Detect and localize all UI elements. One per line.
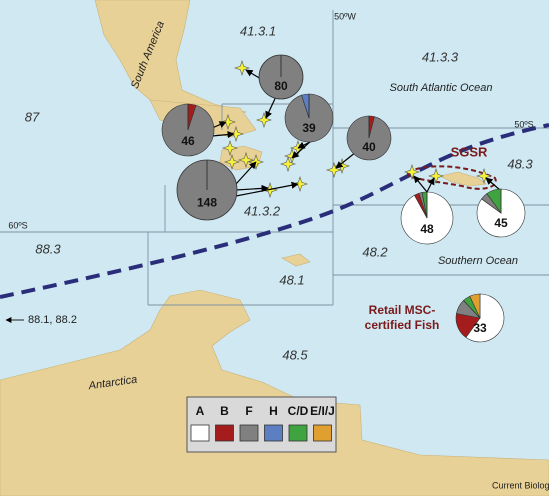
arrow <box>485 177 501 191</box>
arrow <box>413 175 428 193</box>
arrow <box>211 131 235 139</box>
pie-count: 148 <box>197 196 217 210</box>
site-star <box>404 164 420 180</box>
legend-swatch <box>313 424 332 442</box>
pie-count: 39 <box>302 121 316 135</box>
region-label: 87 <box>25 109 40 124</box>
pie-slice <box>161 103 215 157</box>
region-label: 41.3.2 <box>244 203 281 218</box>
site-star <box>238 152 254 168</box>
region-label: 41.3.3 <box>422 49 459 64</box>
place-label: South Atlantic Ocean <box>390 82 493 94</box>
pie-count: 46 <box>181 134 195 148</box>
region-label: 48.5 <box>282 347 308 362</box>
legend-label: A <box>196 404 205 418</box>
site-star <box>256 112 272 128</box>
arrow <box>235 161 257 185</box>
pie-count: 40 <box>362 140 376 154</box>
legend-label: F <box>245 404 252 418</box>
arrow <box>291 139 313 159</box>
boundaries <box>0 10 549 306</box>
site-star <box>220 114 236 130</box>
arrow <box>335 151 357 169</box>
site-star <box>428 168 444 184</box>
pie-slice <box>465 293 505 343</box>
pie-count: 33 <box>473 321 487 335</box>
legend-label: E/I/J <box>310 404 335 418</box>
credit: Current Biology <box>492 480 549 490</box>
arrow <box>235 181 299 197</box>
sgsr-label: SGSR <box>451 144 488 159</box>
place-label: Southern Ocean <box>438 255 518 267</box>
site-star <box>224 154 240 170</box>
grid-label: 50ºS <box>514 119 533 129</box>
off-map-label: 88.1, 88.2 <box>28 314 77 326</box>
site-star <box>476 168 492 184</box>
site-star <box>234 60 250 76</box>
legend-swatch <box>190 424 210 442</box>
legend-box <box>186 396 337 453</box>
site-star <box>222 140 238 156</box>
legend-swatch <box>239 424 259 442</box>
retail-label: Retail MSC- <box>369 303 436 317</box>
site-star <box>326 162 342 178</box>
legend-swatch <box>264 424 283 442</box>
arrow <box>426 177 435 193</box>
region-label: 48.2 <box>362 244 388 259</box>
retail-label: certified Fish <box>365 318 440 332</box>
grid-label: 60ºS <box>8 220 27 230</box>
legend-label: H <box>269 404 278 418</box>
arrow <box>211 121 227 129</box>
site-star <box>280 156 296 172</box>
legend-label: C/D <box>288 404 309 418</box>
region-label: 41.3.1 <box>240 23 276 38</box>
pie-count: 80 <box>274 79 288 93</box>
region-label: 48.1 <box>279 272 304 287</box>
pie-count: 45 <box>494 216 508 230</box>
region-label: 88.3 <box>35 241 61 256</box>
legend-label: B <box>220 404 229 418</box>
pie-count: 48 <box>420 222 434 236</box>
legend-swatch <box>215 424 234 442</box>
arrow <box>235 184 269 192</box>
pie-slice <box>469 293 481 319</box>
legend-swatch <box>288 424 308 442</box>
grid-label: 50ºW <box>334 11 356 21</box>
polar-front <box>0 123 549 299</box>
region-label: 48.3 <box>507 156 533 171</box>
